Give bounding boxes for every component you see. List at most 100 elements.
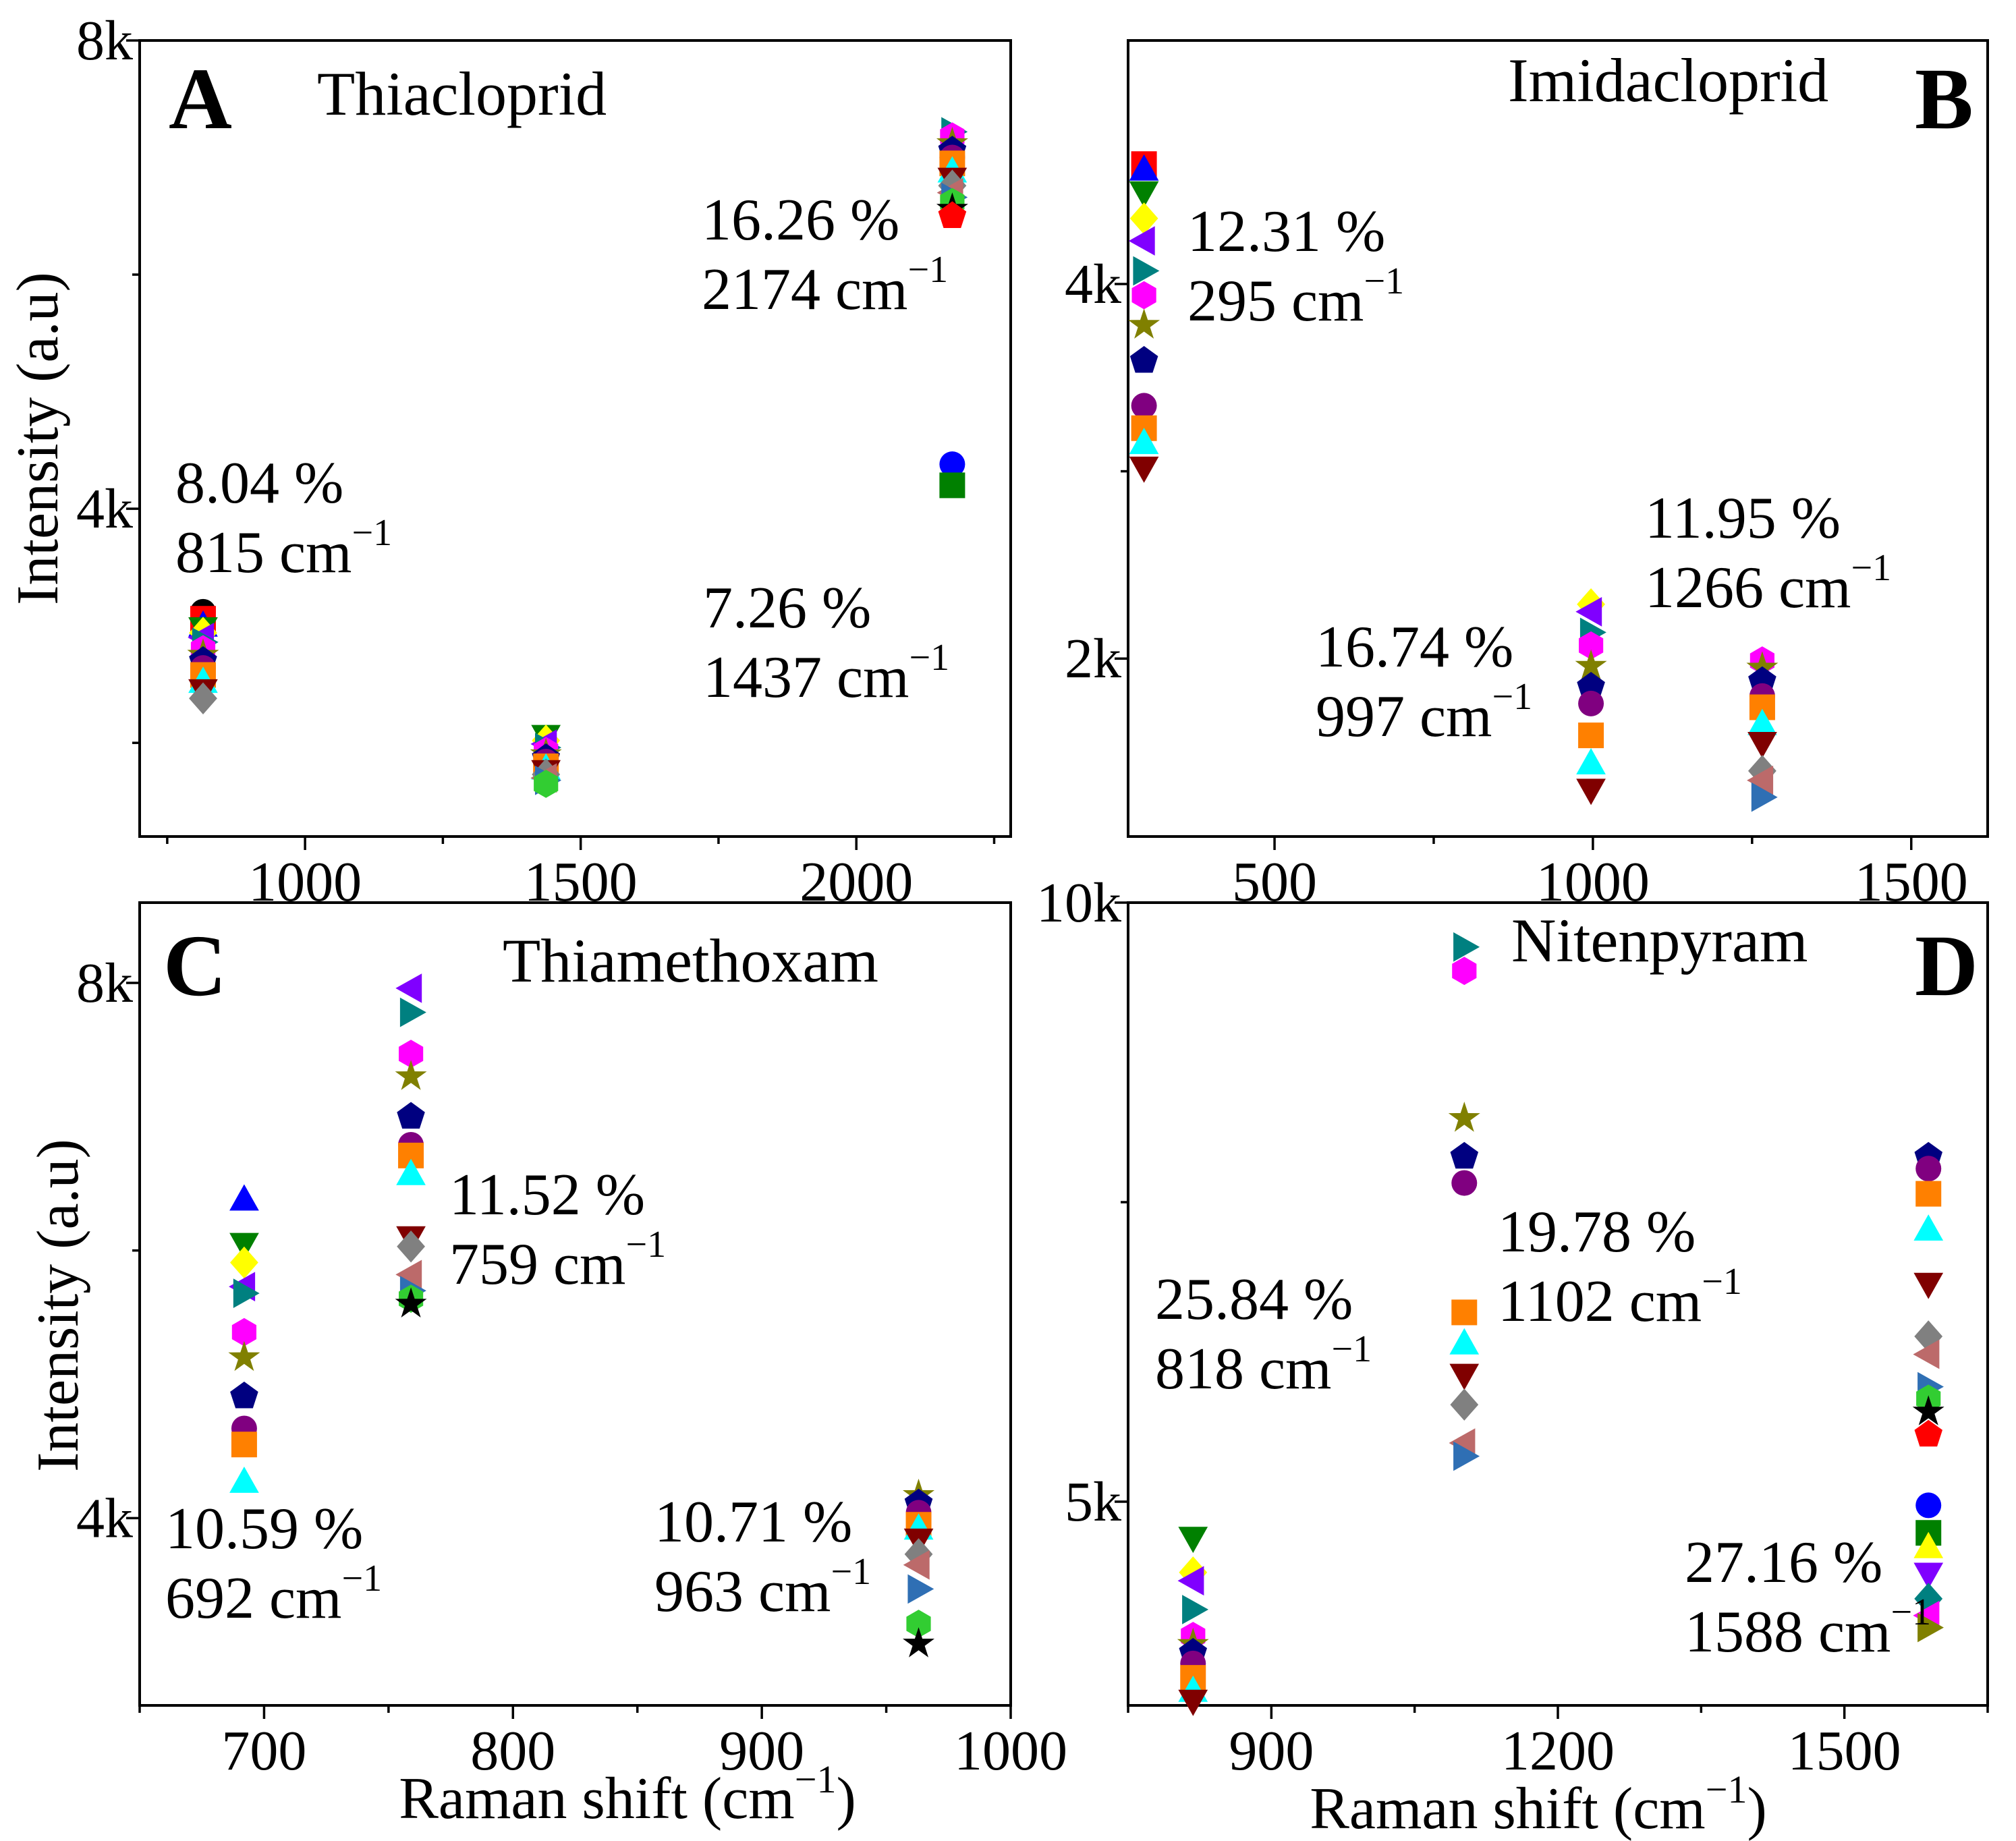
compound-name: Nitenpyram [1511, 906, 1808, 975]
data-point [395, 973, 422, 1003]
data-point [939, 472, 965, 499]
data-point [1452, 957, 1477, 986]
x-tick-label: 900 [719, 1720, 804, 1782]
data-point [1747, 765, 1774, 795]
y-tick-label: 10k [1036, 872, 1121, 934]
y-tick-label: 4k [1065, 253, 1121, 316]
peak-wavenumber: 818 cm−1 [1155, 1328, 1372, 1402]
panel-letter: B [1915, 51, 1973, 148]
data-point [1128, 226, 1155, 256]
peak-wavenumber-text: 1102 cm [1498, 1269, 1702, 1334]
x-axis-label-exponent: −1 [1706, 1767, 1747, 1811]
data-point [1177, 1566, 1204, 1596]
data-point [1178, 1527, 1208, 1554]
x-tick-label: 1500 [1788, 1720, 1901, 1782]
data-point [1578, 723, 1604, 749]
data-point [399, 997, 426, 1027]
peak-wavenumber-exponent: −1 [1702, 1261, 1742, 1303]
peak-wavenumber: 2174 cm−1 [702, 249, 948, 322]
x-tick-label: 700 [221, 1720, 306, 1782]
plot-frame [1127, 39, 1989, 838]
peak-percent: 16.74 % [1316, 615, 1513, 680]
data-point [1129, 345, 1158, 373]
x-tick-label: 1500 [524, 851, 638, 913]
data-point [1576, 747, 1606, 774]
data-point [228, 1340, 260, 1371]
data-point [1128, 308, 1160, 339]
y-tick-label: 4k [76, 478, 133, 540]
peak-wavenumber-exponent: −1 [908, 249, 949, 291]
peak-percent: 10.59 % [165, 1496, 363, 1562]
x-tick-label: 1000 [954, 1720, 1067, 1782]
data-point [397, 1230, 425, 1263]
data-point [230, 1246, 258, 1279]
data-point [1914, 1419, 1942, 1447]
data-point [1129, 181, 1159, 208]
x-axis-label-close: ) [836, 1766, 856, 1832]
data-point [229, 1184, 259, 1211]
peak-wavenumber-exponent: −1 [909, 637, 950, 679]
data-point [903, 1627, 934, 1658]
data-point [229, 1233, 259, 1259]
data-point [1178, 1689, 1208, 1716]
peak-percent: 8.04 % [175, 451, 343, 516]
peak-wavenumber-text: 818 cm [1155, 1336, 1332, 1402]
data-point [1751, 782, 1778, 812]
plot-frame [138, 39, 1012, 838]
data-point [1913, 1272, 1944, 1299]
y-axis-label: Intensity (a.u) [5, 272, 71, 605]
peak-wavenumber-exponent: −1 [1891, 1591, 1932, 1633]
data-point [938, 201, 967, 228]
peak-percent: 7.26 % [703, 575, 871, 641]
panel-letter: A [169, 51, 232, 148]
peak-wavenumber-text: 1588 cm [1685, 1599, 1891, 1665]
panel-letter: D [1915, 917, 1978, 1015]
peak-wavenumber: 1266 cm−1 [1645, 547, 1891, 621]
y-tick-label: 4k [76, 1487, 133, 1550]
data-point [1747, 708, 1777, 735]
y-tick-label: 5k [1065, 1471, 1121, 1533]
data-point [399, 1040, 424, 1068]
peak-wavenumber: 1588 cm−1 [1685, 1591, 1931, 1665]
x-tick-label: 1000 [248, 851, 362, 913]
peak-percent: 27.16 % [1685, 1530, 1882, 1595]
peak-wavenumber: 963 cm−1 [654, 1551, 871, 1624]
data-point [1453, 1441, 1480, 1471]
data-point [1917, 1612, 1944, 1643]
data-point [534, 770, 559, 798]
peak-wavenumber-text: 963 cm [654, 1559, 831, 1624]
peak-wavenumber-exponent: −1 [626, 1224, 667, 1266]
data-point [1451, 1299, 1478, 1326]
peak-percent: 16.26 % [702, 188, 899, 253]
peak-wavenumber-text: 2174 cm [702, 257, 908, 322]
plot-frame [138, 901, 1012, 1707]
data-point [1575, 649, 1607, 680]
peak-wavenumber-exponent: −1 [831, 1551, 872, 1593]
peak-wavenumber: 815 cm−1 [175, 512, 392, 586]
data-point [1450, 1141, 1479, 1169]
peak-percent: 19.78 % [1498, 1199, 1696, 1265]
compound-name: Thiacloprid [317, 59, 607, 128]
peak-wavenumber-exponent: −1 [1332, 1328, 1372, 1370]
data-point [1131, 393, 1157, 419]
x-axis-label-text: Raman shift (cm [1310, 1776, 1706, 1841]
data-point [1575, 597, 1602, 627]
peak-wavenumber-text: 997 cm [1316, 684, 1492, 749]
data-point [230, 1382, 258, 1409]
x-axis-label-close: ) [1747, 1776, 1766, 1841]
peak-wavenumber-text: 815 cm [175, 520, 352, 586]
panel-b: 500 1000 1500 2k 4k B Imidacloprid 12.31 %295 c… [1065, 39, 1989, 913]
data-point [1915, 1181, 1942, 1207]
x-axis-label: Raman shift (cm−1) [1310, 1767, 1767, 1841]
peak-percent: 11.95 % [1645, 486, 1841, 551]
peak-wavenumber-text: 759 cm [449, 1232, 626, 1297]
peak-wavenumber-exponent: −1 [352, 512, 393, 554]
peak-wavenumber-text: 1437 cm [703, 645, 909, 710]
data-point [395, 1287, 427, 1318]
data-point [1129, 202, 1158, 235]
peak-wavenumber-exponent: −1 [1364, 260, 1405, 302]
y-tick-label: 2k [1065, 627, 1121, 690]
panel-a: 1000 1500 2000 4k 8k A Thiacloprid Intensity (a… [5, 9, 1012, 913]
x-tick-label: 900 [1229, 1720, 1314, 1782]
